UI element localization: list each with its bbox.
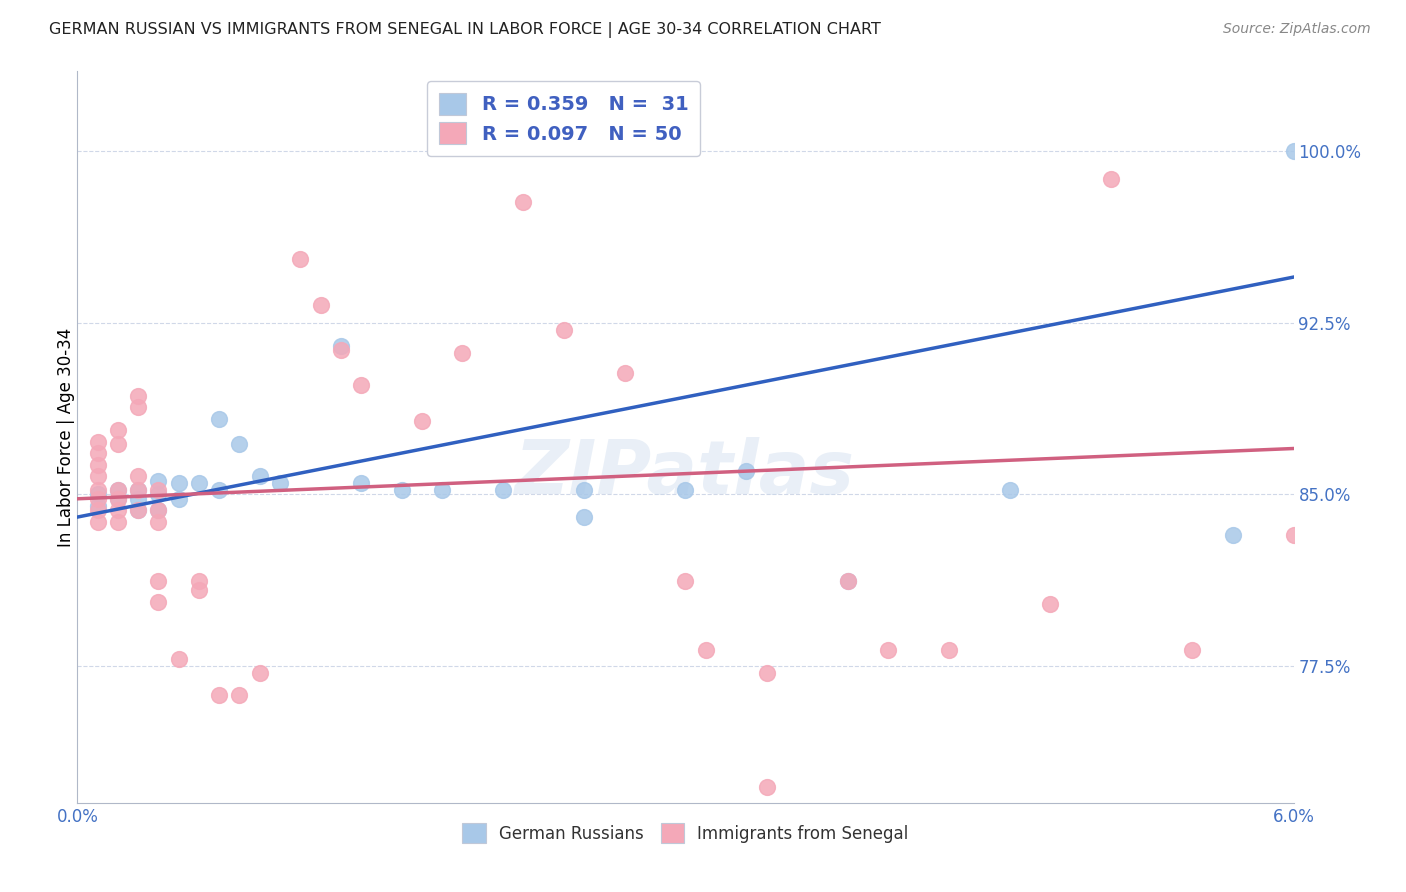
Point — [1282, 528, 1305, 542]
Point — [877, 642, 900, 657]
Point — [228, 437, 250, 451]
Point — [613, 366, 636, 380]
Point — [167, 652, 190, 666]
Point — [1282, 145, 1305, 159]
Point — [148, 515, 170, 529]
Point — [208, 483, 231, 497]
Point — [86, 458, 108, 472]
Point — [148, 474, 170, 488]
Point — [837, 574, 859, 588]
Point — [228, 689, 250, 703]
Point — [675, 574, 697, 588]
Point — [167, 475, 190, 490]
Point — [127, 401, 149, 415]
Point — [127, 483, 149, 497]
Point — [148, 594, 170, 608]
Point — [86, 503, 108, 517]
Text: Source: ZipAtlas.com: Source: ZipAtlas.com — [1223, 22, 1371, 37]
Point — [1099, 171, 1122, 186]
Point — [107, 483, 129, 497]
Y-axis label: In Labor Force | Age 30-34: In Labor Force | Age 30-34 — [58, 327, 75, 547]
Point — [430, 483, 453, 497]
Point — [309, 297, 332, 311]
Legend: German Russians, Immigrants from Senegal: German Russians, Immigrants from Senegal — [456, 817, 915, 849]
Point — [127, 491, 149, 506]
Point — [107, 503, 129, 517]
Point — [86, 515, 108, 529]
Point — [755, 780, 778, 794]
Text: GERMAN RUSSIAN VS IMMIGRANTS FROM SENEGAL IN LABOR FORCE | AGE 30-34 CORRELATION: GERMAN RUSSIAN VS IMMIGRANTS FROM SENEGA… — [49, 22, 882, 38]
Point — [86, 446, 108, 460]
Point — [107, 483, 129, 497]
Point — [572, 510, 595, 524]
Point — [411, 414, 433, 428]
Point — [249, 469, 271, 483]
Point — [675, 483, 697, 497]
Point — [329, 338, 352, 352]
Point — [329, 343, 352, 358]
Point — [127, 503, 149, 517]
Point — [148, 574, 170, 588]
Text: ZIPatlas: ZIPatlas — [516, 437, 855, 510]
Point — [107, 491, 129, 506]
Point — [350, 377, 373, 392]
Point — [148, 503, 170, 517]
Point — [148, 503, 170, 517]
Point — [269, 475, 291, 490]
Point — [938, 642, 960, 657]
Point — [86, 483, 108, 497]
Point — [1039, 597, 1062, 611]
Point — [512, 194, 534, 209]
Point — [208, 689, 231, 703]
Point — [127, 389, 149, 403]
Point — [86, 499, 108, 513]
Point — [107, 491, 129, 506]
Point — [755, 665, 778, 680]
Point — [350, 475, 373, 490]
Point — [127, 483, 149, 497]
Point — [167, 491, 190, 506]
Point — [107, 423, 129, 437]
Point — [451, 345, 474, 359]
Point — [188, 583, 211, 598]
Point — [1222, 528, 1244, 542]
Point — [148, 483, 170, 497]
Point — [86, 487, 108, 501]
Point — [1181, 642, 1204, 657]
Point — [837, 574, 859, 588]
Point — [148, 487, 170, 501]
Point — [553, 323, 575, 337]
Point — [391, 483, 413, 497]
Point — [86, 491, 108, 506]
Point — [695, 642, 717, 657]
Point — [290, 252, 312, 266]
Point — [86, 434, 108, 449]
Point — [572, 483, 595, 497]
Point — [188, 475, 211, 490]
Point — [208, 411, 231, 425]
Point — [127, 503, 149, 517]
Point — [249, 665, 271, 680]
Point — [107, 437, 129, 451]
Point — [998, 483, 1021, 497]
Point — [86, 469, 108, 483]
Point — [107, 515, 129, 529]
Point — [492, 483, 515, 497]
Point — [188, 574, 211, 588]
Point — [735, 464, 758, 478]
Point — [127, 469, 149, 483]
